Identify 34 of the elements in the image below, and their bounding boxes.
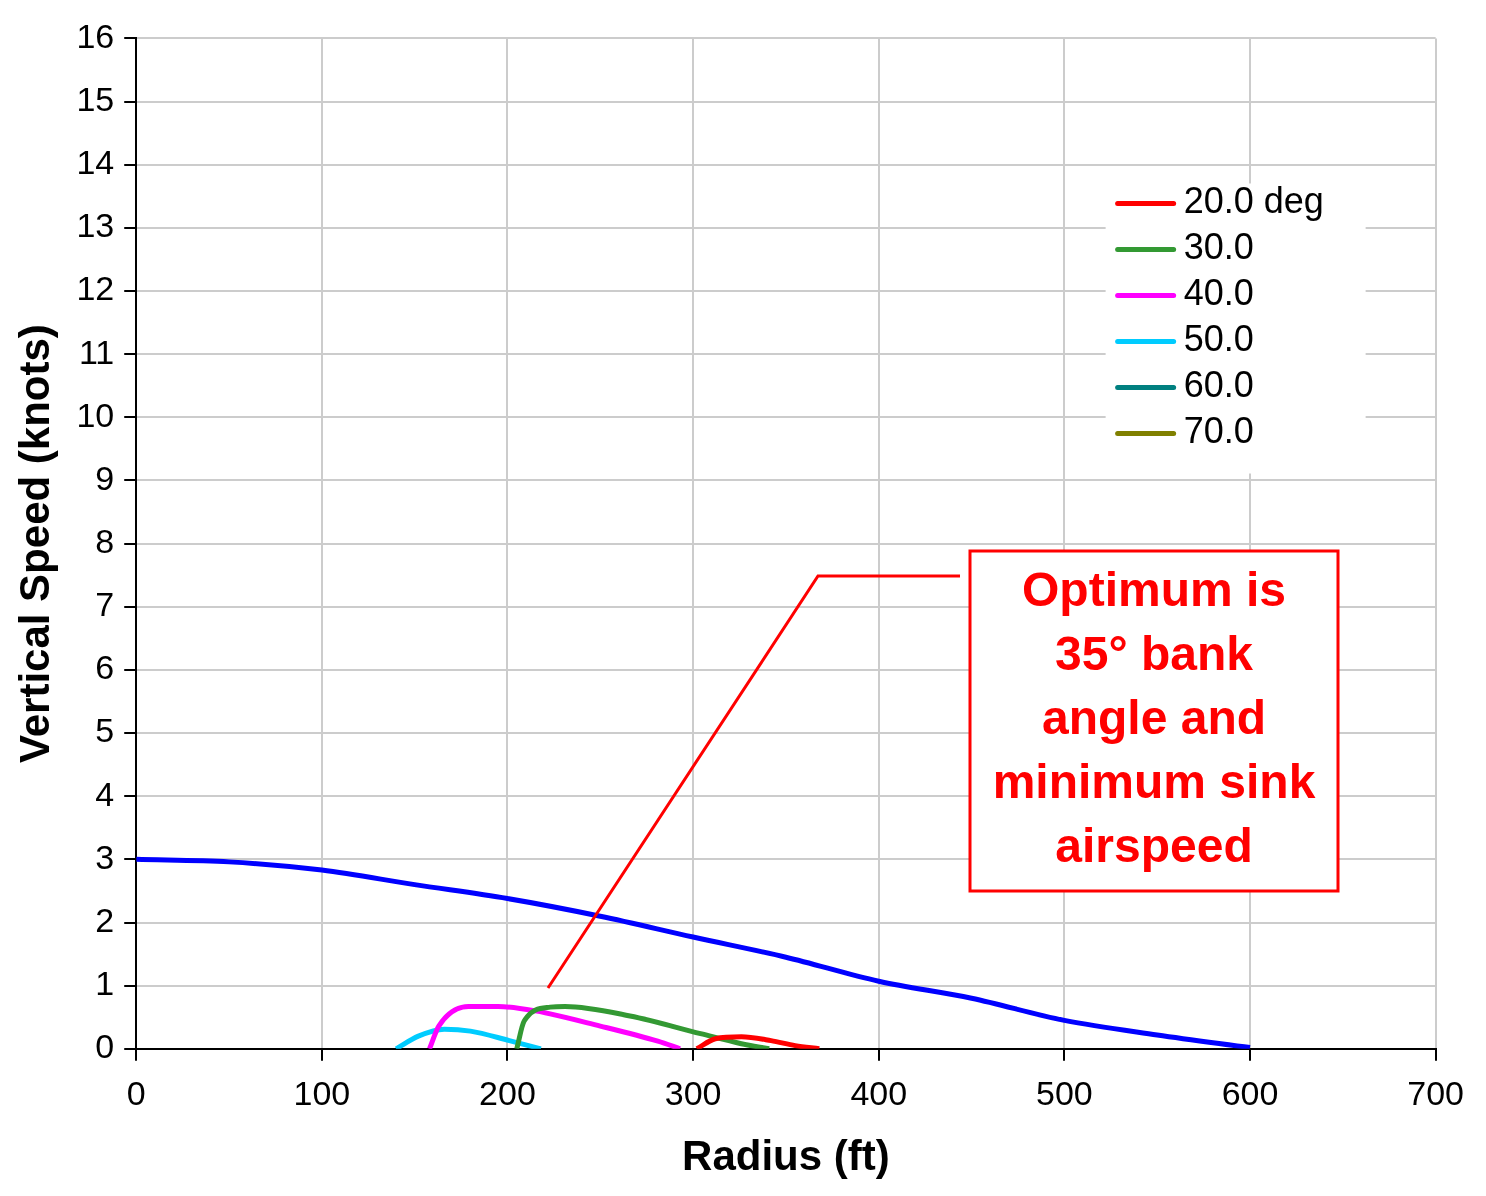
legend-label: 40.0	[1183, 272, 1254, 314]
legend-label: 50.0	[1183, 318, 1254, 360]
y-tick-label: 12	[76, 269, 115, 308]
legend-label: 20.0 deg	[1183, 180, 1324, 222]
annotation: Optimum is 35° bank angle and minimum sink airspeed	[992, 563, 1316, 873]
legend-label: 30.0	[1183, 226, 1254, 268]
x-axis-title: Radius (ft)	[682, 1132, 890, 1180]
y-tick-label: 1	[95, 964, 115, 1003]
x-tick-label: 500	[1036, 1073, 1093, 1112]
x-tick-label: 0	[126, 1073, 146, 1112]
y-tick-label: 16	[76, 16, 115, 55]
x-tick-label: 200	[479, 1073, 536, 1112]
y-tick-label: 4	[95, 774, 115, 813]
x-tick-label: 400	[850, 1073, 908, 1112]
y-tick-label: 5	[95, 711, 115, 750]
y-axis-title: Vertical Speed (knots)	[10, 324, 58, 764]
y-tick-label: 7	[95, 585, 115, 624]
y-tick-label: 2	[95, 900, 115, 939]
x-tick-label: 100	[293, 1073, 351, 1112]
y-tick-label: 0	[95, 1027, 115, 1066]
legend-label: 70.0	[1183, 410, 1254, 452]
x-tick-label: 700	[1407, 1073, 1464, 1112]
y-tick-label: 6	[95, 648, 115, 687]
x-tick-label: 600	[1221, 1073, 1279, 1112]
y-tick-label: 10	[76, 395, 115, 434]
y-tick-label: 11	[78, 332, 115, 371]
y-tick-label: 13	[76, 206, 115, 245]
x-tick-label: 300	[664, 1073, 722, 1112]
y-tick-label: 15	[76, 79, 115, 118]
y-tick-label: 8	[95, 521, 115, 560]
y-tick-label: 3	[95, 837, 115, 876]
y-tick-label: 14	[76, 143, 115, 182]
y-tick-label: 9	[95, 458, 115, 497]
legend-label: 60.0	[1183, 364, 1254, 406]
